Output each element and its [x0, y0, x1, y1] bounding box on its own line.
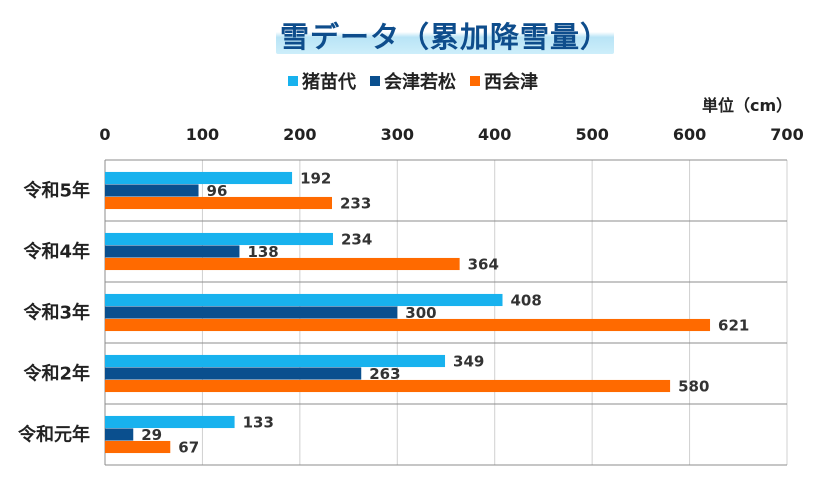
category-label-2: 令和3年 — [22, 302, 90, 324]
legend-item-inawashiro: 猪苗代 — [288, 68, 356, 94]
data-label-3-1: 263 — [369, 365, 400, 383]
bar-4-0 — [105, 415, 235, 429]
category-label-4: 令和元年 — [17, 424, 90, 446]
legend-item-aizuwakamatsu: 会津若松 — [370, 68, 456, 94]
bar-0-2 — [105, 196, 333, 210]
category-label-0: 令和5年 — [22, 180, 90, 202]
legend-label-aizuwakamatsu: 会津若松 — [384, 72, 456, 93]
bar-3-2 — [105, 379, 671, 393]
unit-label: 単位（cm） — [702, 96, 793, 115]
data-label-3-0: 349 — [453, 353, 484, 371]
x-tick-label-500: 500 — [575, 125, 608, 144]
data-label-1-0: 234 — [341, 231, 372, 249]
legend: 猪苗代 会津若松 西会津 — [288, 68, 552, 94]
x-tick-label-700: 700 — [770, 125, 803, 144]
bar-2-2 — [105, 318, 711, 332]
x-tick-label-400: 400 — [478, 125, 511, 144]
bar-1-0 — [105, 232, 333, 246]
legend-swatch-nishiaizu — [470, 76, 480, 86]
data-label-2-0: 408 — [511, 292, 542, 310]
data-label-2-2: 621 — [718, 317, 749, 335]
bar-3-0 — [105, 354, 446, 368]
legend-label-nishiaizu: 西会津 — [484, 72, 538, 93]
x-tick-label-100: 100 — [186, 125, 219, 144]
data-label-0-1: 96 — [207, 182, 228, 200]
legend-label-inawashiro: 猪苗代 — [302, 72, 356, 93]
data-label-1-1: 138 — [247, 243, 278, 261]
x-tick-label-300: 300 — [381, 125, 414, 144]
x-tick-label-0: 0 — [99, 125, 110, 144]
x-tick-label-200: 200 — [283, 125, 316, 144]
x-tick-label-600: 600 — [673, 125, 706, 144]
data-label-0-2: 233 — [340, 195, 371, 213]
bar-0-0 — [105, 171, 293, 185]
data-label-2-1: 300 — [405, 304, 436, 322]
legend-item-nishiaizu: 西会津 — [470, 68, 538, 94]
bar-4-1 — [105, 428, 134, 441]
bar-2-0 — [105, 293, 503, 307]
bar-4-2 — [105, 440, 171, 454]
data-label-4-1: 29 — [141, 426, 162, 444]
bar-3-1 — [105, 367, 362, 380]
bar-0-1 — [105, 184, 199, 197]
chart-title: 雪データ（累加降雪量） — [279, 20, 610, 54]
legend-swatch-inawashiro — [288, 76, 298, 86]
bar-1-1 — [105, 245, 240, 258]
bar-1-2 — [105, 257, 460, 271]
category-label-1: 令和4年 — [22, 241, 90, 263]
data-label-4-2: 67 — [178, 439, 199, 457]
category-label-3: 令和2年 — [22, 363, 90, 385]
data-label-3-2: 580 — [678, 378, 709, 396]
data-label-1-2: 364 — [468, 256, 499, 274]
title-highlight: 雪データ（累加降雪量） — [276, 10, 614, 54]
bar-2-1 — [105, 306, 398, 319]
legend-swatch-aizuwakamatsu — [370, 76, 380, 86]
data-label-4-0: 133 — [243, 414, 274, 432]
data-label-0-0: 192 — [300, 170, 331, 188]
